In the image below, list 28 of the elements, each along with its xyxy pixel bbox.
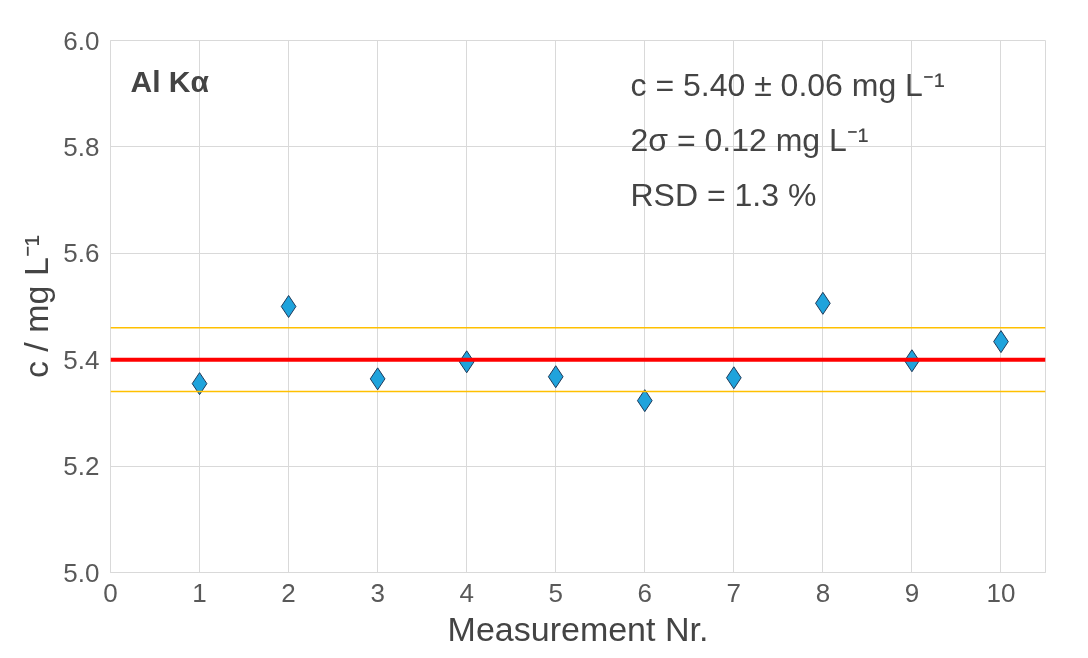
annotation: Al Kα bbox=[130, 64, 210, 98]
annotation: c = 5.40 ± 0.06 mg L⁻¹ bbox=[630, 66, 945, 103]
x-tick-label: 1 bbox=[192, 577, 207, 608]
x-tick-label: 6 bbox=[637, 577, 653, 608]
point bbox=[547, 365, 564, 389]
y-tick-label: 5.8 bbox=[63, 131, 100, 162]
y-axis-title: c / mg L⁻¹ bbox=[17, 234, 56, 379]
x-axis-title: Measurement Nr. bbox=[447, 609, 709, 648]
x-tick-label: 3 bbox=[370, 577, 385, 608]
x-tick-label: 0 bbox=[103, 577, 118, 608]
annotation: RSD = 1.3 % bbox=[630, 176, 817, 213]
y-tick-label: 5.2 bbox=[63, 451, 100, 482]
point bbox=[191, 372, 208, 396]
y-tick-label: 5.4 bbox=[63, 344, 100, 375]
x-tick-label: 2 bbox=[281, 577, 296, 608]
point bbox=[636, 389, 653, 413]
x-tick-label: 8 bbox=[815, 577, 831, 608]
x-tick-label: 10 bbox=[986, 577, 1016, 608]
point bbox=[369, 367, 386, 391]
y-tick-label: 5.0 bbox=[63, 557, 100, 588]
y-tick-label: 5.6 bbox=[63, 238, 100, 269]
annotation: 2σ = 0.12 mg L⁻¹ bbox=[630, 121, 869, 158]
x-tick-label: 4 bbox=[459, 577, 474, 608]
x-tick-label: 7 bbox=[726, 577, 742, 608]
y-tick-label: 6.0 bbox=[63, 25, 100, 56]
x-tick-label: 9 bbox=[904, 577, 920, 608]
x-tick-label: 5 bbox=[548, 577, 563, 608]
point bbox=[280, 295, 297, 318]
